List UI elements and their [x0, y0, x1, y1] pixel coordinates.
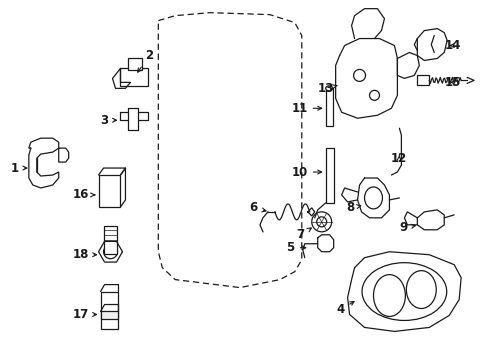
- Text: 10: 10: [291, 166, 321, 179]
- Circle shape: [103, 245, 117, 259]
- Text: 7: 7: [296, 228, 311, 241]
- Bar: [120, 68, 148, 86]
- Bar: [101, 311, 118, 319]
- Text: 15: 15: [444, 76, 460, 89]
- Text: 16: 16: [72, 188, 95, 202]
- Text: 8: 8: [346, 201, 360, 215]
- Ellipse shape: [361, 263, 446, 320]
- Ellipse shape: [325, 86, 332, 91]
- Ellipse shape: [406, 271, 435, 309]
- Bar: [128, 58, 142, 71]
- Circle shape: [316, 217, 326, 227]
- Text: 18: 18: [72, 248, 96, 261]
- Circle shape: [353, 69, 365, 81]
- Text: 1: 1: [11, 162, 27, 175]
- Text: 2: 2: [138, 49, 153, 72]
- Text: 5: 5: [286, 241, 305, 254]
- Ellipse shape: [364, 187, 382, 209]
- Circle shape: [369, 90, 379, 100]
- Text: 4: 4: [336, 302, 353, 316]
- Text: 11: 11: [291, 102, 321, 115]
- Bar: [325, 148, 333, 203]
- Circle shape: [311, 212, 331, 232]
- Text: 3: 3: [100, 114, 116, 127]
- Text: 9: 9: [398, 221, 414, 234]
- Text: 13: 13: [317, 82, 336, 95]
- Bar: [416, 75, 428, 85]
- Bar: [103, 226, 117, 254]
- Ellipse shape: [373, 275, 405, 316]
- Text: 17: 17: [72, 308, 96, 321]
- Text: 12: 12: [390, 152, 407, 165]
- Bar: [101, 292, 118, 329]
- Bar: [325, 88, 332, 126]
- Bar: [99, 175, 120, 207]
- Text: 6: 6: [249, 201, 265, 215]
- Text: 14: 14: [444, 39, 460, 52]
